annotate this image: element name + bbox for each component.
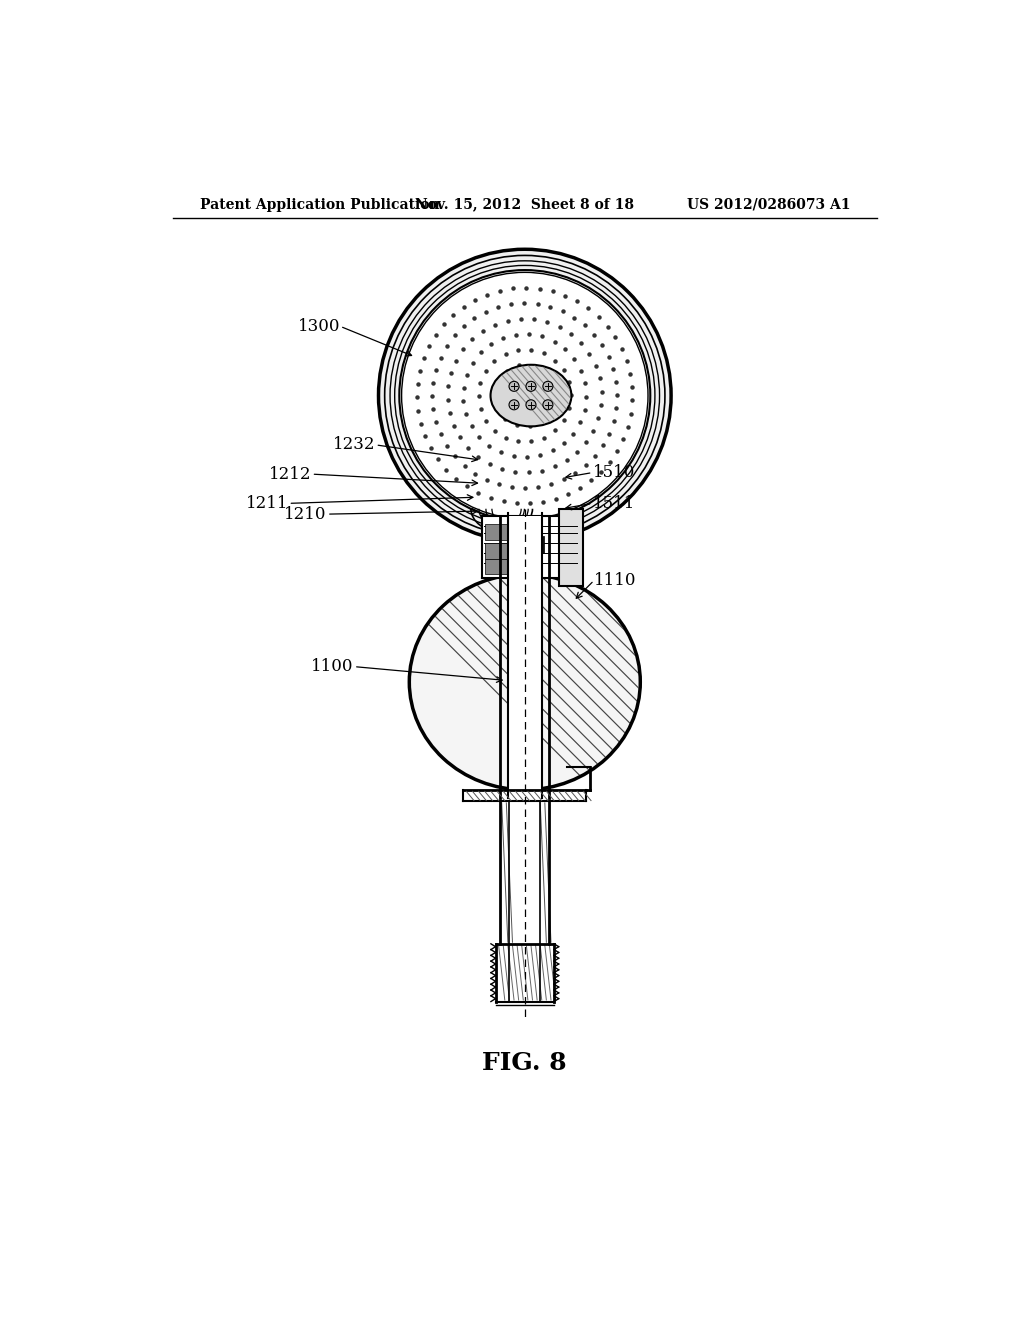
Circle shape	[543, 381, 553, 391]
Text: FIG. 8: FIG. 8	[482, 1051, 567, 1076]
Ellipse shape	[410, 574, 640, 789]
Text: 1100: 1100	[311, 659, 354, 675]
Circle shape	[526, 400, 536, 409]
Text: 1511: 1511	[593, 495, 635, 512]
Ellipse shape	[490, 364, 571, 426]
Text: Patent Application Publication: Patent Application Publication	[200, 198, 439, 211]
Text: US 2012/0286073 A1: US 2012/0286073 A1	[687, 198, 851, 211]
Text: 1210: 1210	[285, 506, 327, 523]
Bar	[559, 508, 583, 586]
Text: 1110: 1110	[594, 572, 637, 589]
Circle shape	[379, 249, 671, 543]
Bar	[484, 524, 508, 540]
Bar	[528, 536, 544, 553]
Bar	[509, 516, 541, 797]
Bar	[484, 544, 508, 558]
Circle shape	[543, 400, 553, 409]
Circle shape	[401, 272, 648, 519]
Bar	[496, 944, 554, 1002]
Text: 1510: 1510	[593, 465, 635, 480]
Circle shape	[509, 381, 519, 391]
Bar	[500, 801, 550, 944]
Text: Nov. 15, 2012  Sheet 8 of 18: Nov. 15, 2012 Sheet 8 of 18	[416, 198, 634, 211]
Circle shape	[526, 381, 536, 391]
Text: 1211: 1211	[246, 495, 289, 512]
Circle shape	[509, 400, 519, 409]
Text: 1300: 1300	[298, 318, 340, 335]
Text: 1212: 1212	[269, 466, 311, 483]
Bar	[484, 558, 508, 574]
Bar	[482, 516, 579, 578]
Text: 1232: 1232	[333, 437, 376, 453]
